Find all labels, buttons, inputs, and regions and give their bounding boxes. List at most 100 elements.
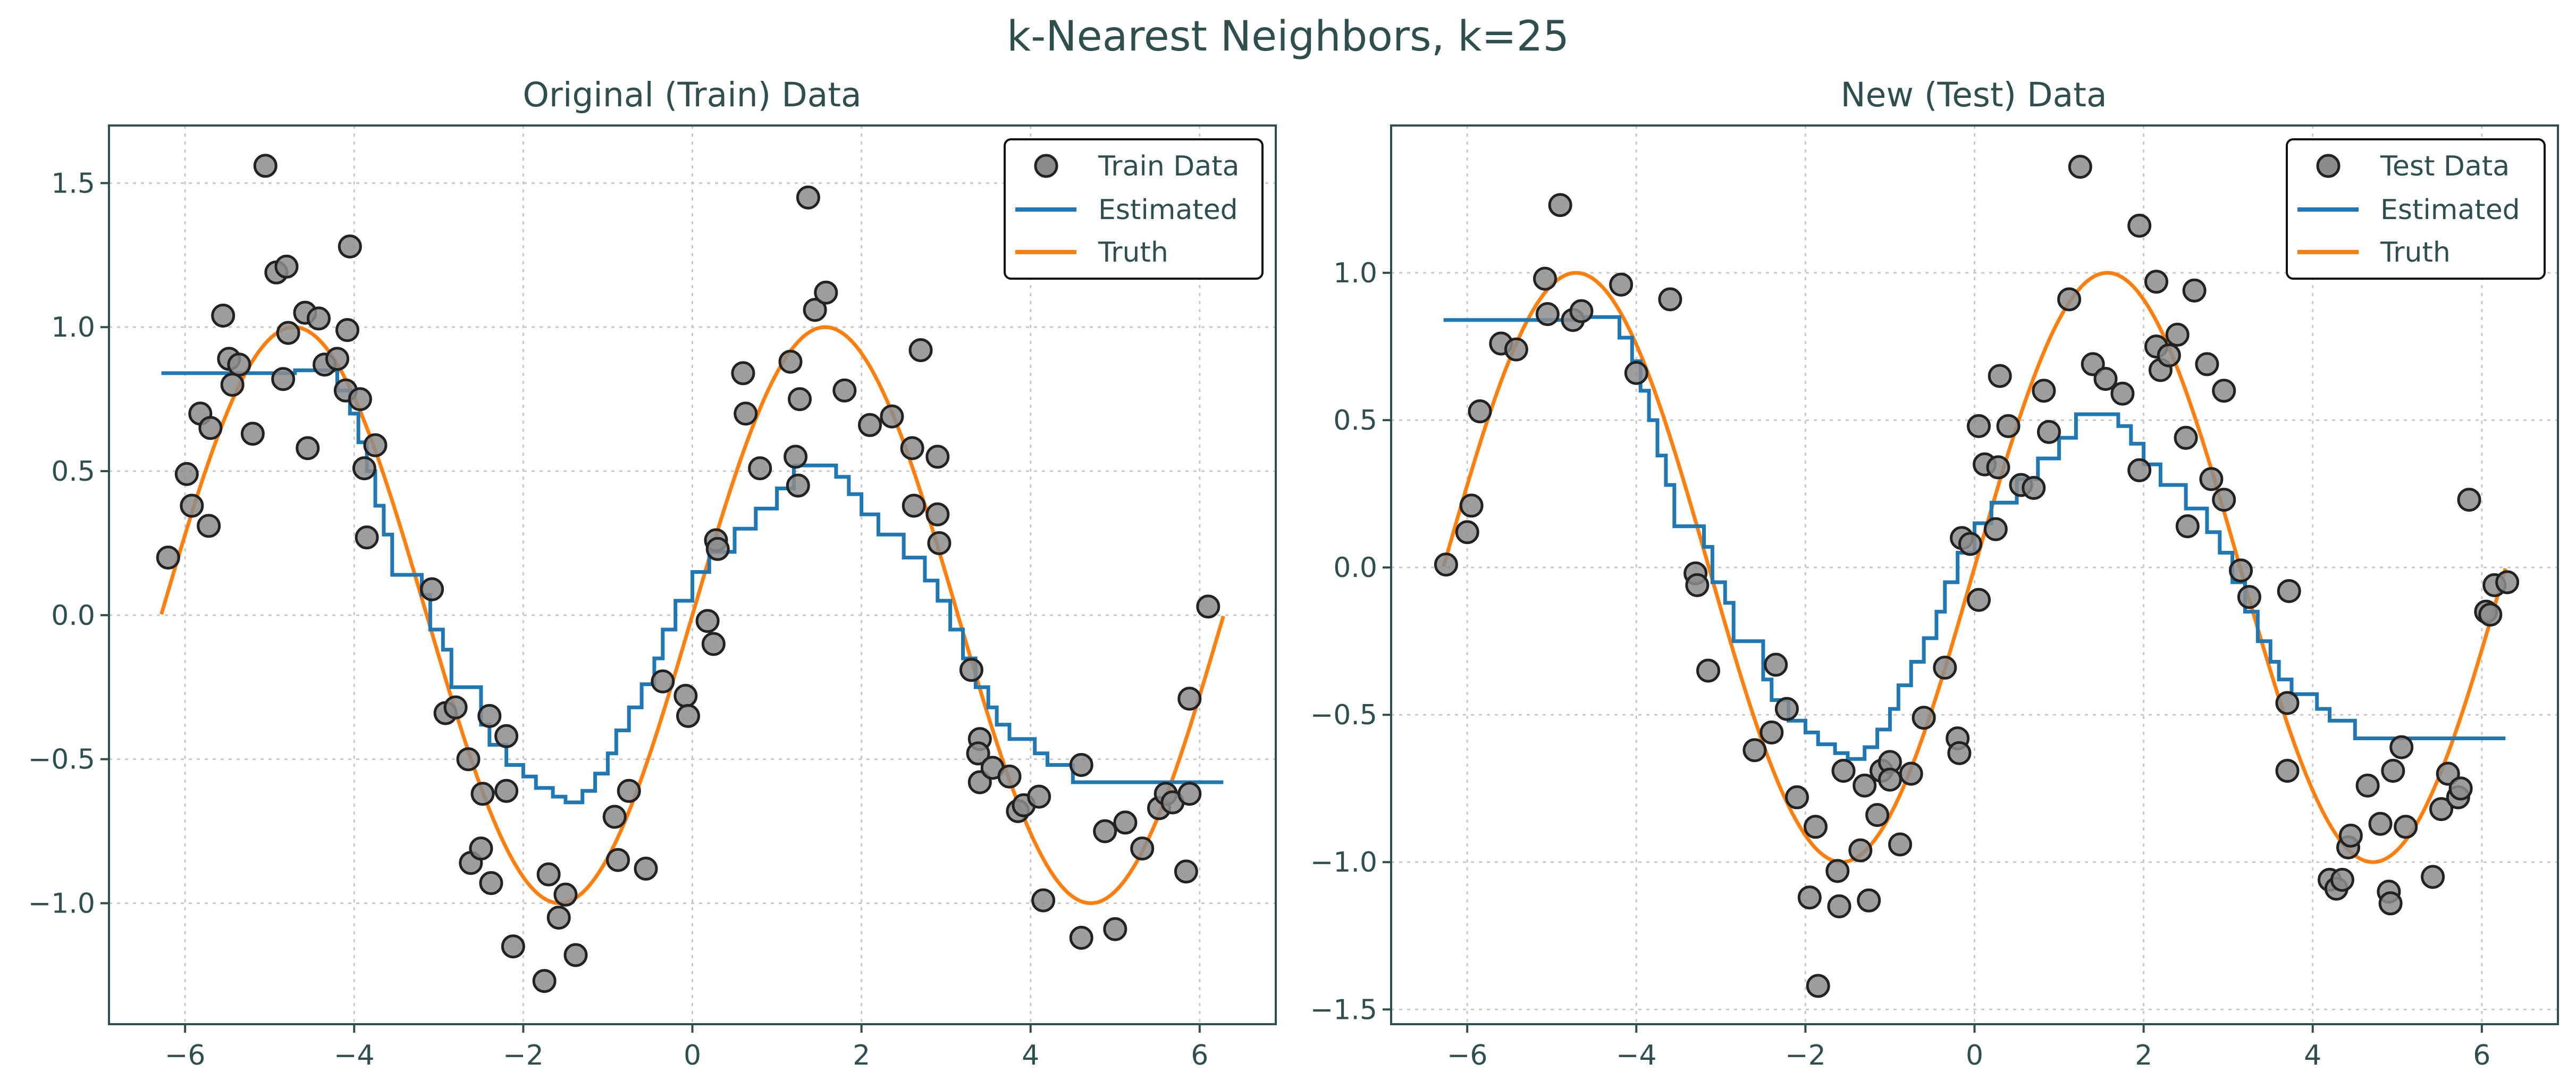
data-point: [156, 546, 180, 570]
data-point: [959, 658, 983, 682]
data-point: [348, 387, 372, 412]
x-ticks-test: −6 −4 −2 0 2 4 6: [1447, 1024, 2490, 1072]
legend-marker-points: [1034, 154, 1058, 178]
data-point: [1504, 337, 1528, 362]
data-point: [1947, 741, 1972, 765]
data-point: [2436, 761, 2460, 786]
data-point: [1027, 784, 1051, 809]
data-point: [2127, 213, 2152, 238]
data-point: [1825, 859, 1850, 883]
data-point: [1742, 738, 1767, 763]
y-tick-label: −0.5: [28, 744, 95, 776]
data-point: [2448, 776, 2473, 801]
data-point: [1196, 595, 1220, 619]
panel-title-test: New (Test) Data: [1840, 76, 2107, 114]
y-tick-label: −1.5: [1310, 994, 1377, 1026]
data-point: [2212, 488, 2236, 512]
data-point: [2275, 759, 2300, 783]
data-point: [814, 280, 838, 305]
x-tick-label: 0: [684, 1040, 701, 1072]
data-point: [1535, 302, 1560, 327]
legend-label-estimated: Estimated: [2380, 194, 2520, 226]
panel-train: Original (Train) Data −6 −4 −2 0 2 4 6 −1.0 −0.…: [28, 76, 1277, 1072]
data-point: [1174, 859, 1198, 884]
data-point: [174, 462, 199, 486]
y-tick-label: −0.5: [1310, 699, 1377, 731]
data-point: [2478, 602, 2503, 627]
truth-layer-test: [1442, 271, 2507, 864]
data-point: [2165, 322, 2190, 347]
data-point: [536, 862, 561, 886]
data-point: [494, 779, 519, 803]
data-point: [2381, 759, 2405, 783]
x-tick-label: 6: [2473, 1040, 2490, 1072]
y-tick-label: 1.5: [51, 168, 95, 199]
points-layer-train: [156, 154, 1220, 993]
legend-train: Train Data Estimated Truth: [1004, 138, 1264, 280]
data-point: [1658, 287, 1682, 312]
data-point: [1888, 832, 1912, 857]
data-point: [2144, 270, 2168, 294]
data-point: [198, 416, 223, 440]
data-point: [1996, 414, 2021, 438]
data-point: [197, 514, 221, 538]
data-point: [997, 764, 1022, 789]
data-point: [1468, 399, 1492, 423]
data-point: [2394, 815, 2418, 839]
x-ticks-train: −6 −4 −2 0 2 4 6: [165, 1024, 1208, 1072]
panel-test: New (Test) Data −6 −4 −2 0 2 4 6 −1.5 −1.0 −0.5 0…: [1310, 76, 2559, 1072]
data-point: [803, 298, 827, 322]
data-point: [788, 387, 812, 412]
data-point: [501, 934, 525, 959]
data-point: [1696, 658, 1720, 683]
x-tick-label: −4: [1616, 1040, 1657, 1072]
data-point: [701, 632, 726, 656]
x-tick-label: −6: [165, 1040, 206, 1072]
data-point: [240, 422, 265, 446]
data-point: [1760, 720, 1784, 744]
data-point: [1533, 266, 1557, 291]
data-point: [469, 836, 493, 861]
points-layer-test: [1434, 155, 2520, 998]
data-point: [211, 304, 235, 328]
y-tick-label: 0.5: [1333, 405, 1377, 437]
data-point: [274, 254, 299, 279]
data-point: [477, 704, 502, 728]
estimated-layer-test: [1443, 315, 2506, 761]
data-point: [2057, 287, 2082, 312]
data-point: [532, 969, 557, 993]
data-point: [1899, 761, 1923, 786]
legend-marker-points: [2316, 154, 2341, 178]
data-point: [2389, 735, 2414, 759]
data-point: [925, 445, 950, 469]
y-ticks-test: −1.5 −1.0 −0.5 0.0 0.5 1.0: [1310, 257, 1391, 1026]
legend-box: [2286, 138, 2546, 280]
data-point: [563, 943, 588, 967]
legend-box: [1004, 138, 1264, 280]
data-point: [2229, 558, 2253, 583]
y-ticks-train: −1.0 −0.5 0.0 0.5 1.0 1.5: [28, 168, 109, 920]
data-point: [2495, 570, 2520, 595]
estimated-line: [161, 368, 1224, 805]
data-point: [355, 525, 379, 550]
data-point: [2457, 488, 2481, 512]
data-point: [479, 871, 503, 895]
legend-label-truth: Truth: [1098, 237, 1168, 269]
data-point: [2378, 891, 2403, 916]
data-point: [307, 306, 331, 331]
data-point: [674, 684, 698, 708]
data-point: [1177, 782, 1202, 806]
data-point: [1609, 272, 1634, 297]
data-point: [1624, 361, 1648, 385]
data-point: [880, 404, 904, 429]
data-point: [1848, 838, 1873, 863]
data-point: [2421, 865, 2445, 889]
data-point: [651, 669, 675, 693]
data-point: [296, 436, 320, 461]
y-tick-label: 1.0: [51, 312, 95, 344]
estimated-line: [1443, 315, 2506, 761]
data-point: [748, 456, 772, 481]
data-point: [2182, 278, 2207, 303]
data-point: [858, 413, 882, 437]
